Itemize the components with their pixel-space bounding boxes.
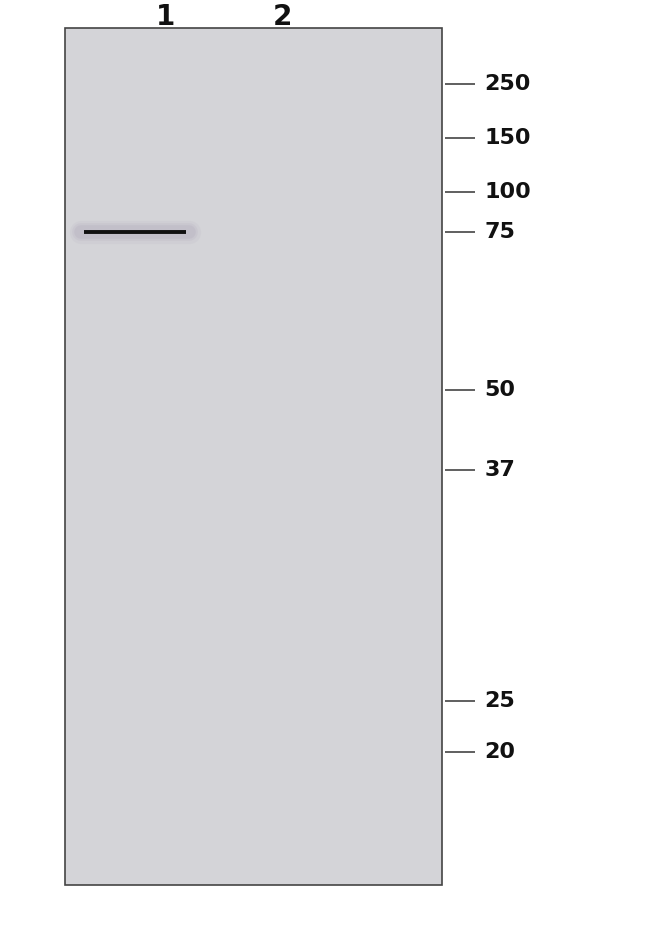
Text: 37: 37	[484, 461, 515, 480]
Text: 50: 50	[484, 380, 515, 400]
Text: 2: 2	[273, 3, 292, 31]
Text: 75: 75	[484, 222, 515, 242]
Text: 1: 1	[156, 3, 176, 31]
Bar	[65, 28, 442, 885]
Text: 250: 250	[484, 73, 530, 94]
Text: 100: 100	[484, 183, 531, 202]
Text: 150: 150	[484, 128, 531, 147]
Text: 20: 20	[484, 743, 515, 762]
Text: 25: 25	[484, 691, 515, 711]
